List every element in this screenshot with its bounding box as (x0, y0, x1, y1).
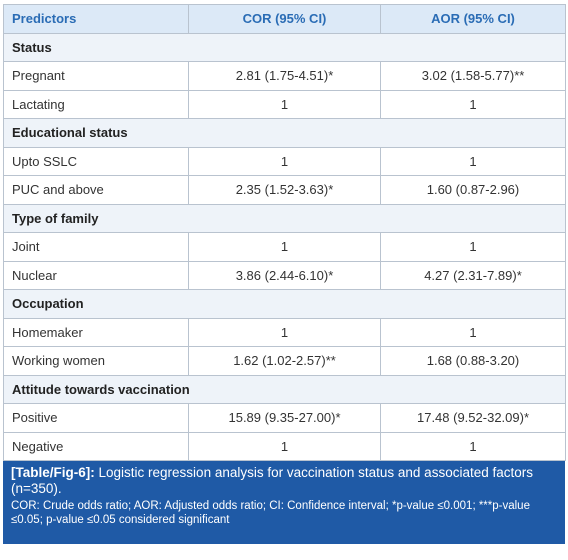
section-title: Educational status (3, 118, 566, 148)
predictor-cell: Upto SSLC (3, 146, 189, 176)
data-row: Working women 1.62 (1.02-2.57)** 1.68 (0.8… (3, 346, 566, 376)
value-cell: 17.48 (9.52-32.09)* (380, 403, 566, 433)
predictor-cell: Pregnant (3, 61, 189, 91)
value-cell: 2.35 (1.52-3.63)* (188, 175, 381, 205)
data-row: Lactating 1 1 (3, 89, 566, 119)
value-cell: 1 (380, 232, 566, 262)
value-cell: 1 (188, 146, 381, 176)
value-cell: 1 (380, 317, 566, 347)
section-title: Status (3, 32, 566, 62)
caption-label: [Table/Fig-6]: (11, 465, 95, 480)
data-row: Positive 15.89 (9.35-27.00)* 17.48 (9.52-3… (3, 403, 566, 433)
table: Predictors COR (95% CI) AOR (95% CI) Sta… (3, 4, 566, 461)
value-cell: 1 (188, 431, 381, 461)
value-cell: 1.62 (1.02-2.57)** (188, 346, 381, 376)
section-row: Type of family (3, 203, 566, 233)
predictor-cell: Nuclear (3, 260, 189, 290)
section-row: Attitude towards vaccination (3, 374, 566, 404)
value-cell: 1 (188, 317, 381, 347)
data-row: Upto SSLC 1 1 (3, 146, 566, 176)
section-row: Occupation (3, 289, 566, 319)
table-figure: Predictors COR (95% CI) AOR (95% CI) Sta… (3, 4, 566, 544)
predictor-cell: PUC and above (3, 175, 189, 205)
data-row: Negative 1 1 (3, 431, 566, 461)
value-cell: 15.89 (9.35-27.00)* (188, 403, 381, 433)
value-cell: 1 (380, 431, 566, 461)
section-row: Educational status (3, 118, 566, 148)
data-row: Joint 1 1 (3, 232, 566, 262)
section-row: Status (3, 32, 566, 62)
value-cell: 1 (380, 89, 566, 119)
predictor-cell: Negative (3, 431, 189, 461)
value-cell: 2.81 (1.75-4.51)* (188, 61, 381, 91)
value-cell: 1.60 (0.87-2.96) (380, 175, 566, 205)
header-cell: AOR (95% CI) (380, 4, 566, 34)
value-cell: 3.86 (2.44-6.10)* (188, 260, 381, 290)
data-row: Pregnant 2.81 (1.75-4.51)* 3.02 (1.58-5.77… (3, 61, 566, 91)
predictor-cell: Homemaker (3, 317, 189, 347)
header-cell: Predictors (3, 4, 189, 34)
predictor-cell: Joint (3, 232, 189, 262)
data-row: PUC and above 2.35 (1.52-3.63)* 1.60 (0.87… (3, 175, 566, 205)
header-row: Predictors COR (95% CI) AOR (95% CI) (3, 4, 566, 34)
caption: [Table/Fig-6]: Logistic regression analy… (3, 461, 565, 544)
caption-text: Logistic regression analysis for vaccina… (11, 465, 533, 496)
data-row: Homemaker 1 1 (3, 317, 566, 347)
predictor-cell: Lactating (3, 89, 189, 119)
section-title: Attitude towards vaccination (3, 374, 566, 404)
value-cell: 1 (380, 146, 566, 176)
table-body: Status Pregnant 2.81 (1.75-4.51)* 3.02 (1.5… (3, 32, 566, 461)
value-cell: 4.27 (2.31-7.89)* (380, 260, 566, 290)
section-title: Type of family (3, 203, 566, 233)
data-row: Nuclear 3.86 (2.44-6.10)* 4.27 (2.31-7.89)… (3, 260, 566, 290)
caption-note: COR: Crude odds ratio; AOR: Adjusted odd… (11, 500, 530, 526)
caption-main: [Table/Fig-6]: Logistic regression analy… (11, 465, 557, 497)
value-cell: 1 (188, 232, 381, 262)
value-cell: 1 (188, 89, 381, 119)
section-title: Occupation (3, 289, 566, 319)
header-cell: COR (95% CI) (188, 4, 381, 34)
predictor-cell: Working women (3, 346, 189, 376)
predictor-cell: Positive (3, 403, 189, 433)
value-cell: 3.02 (1.58-5.77)** (380, 61, 566, 91)
value-cell: 1.68 (0.88-3.20) (380, 346, 566, 376)
